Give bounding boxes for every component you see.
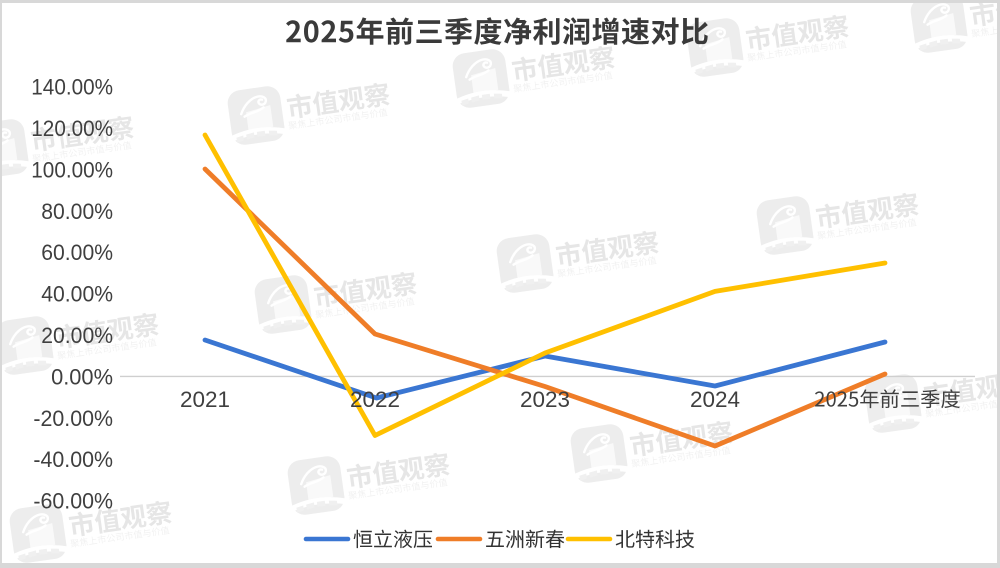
- svg-text:2021: 2021: [180, 387, 230, 412]
- svg-text:40.00%: 40.00%: [41, 282, 113, 307]
- svg-text:-60.00%: -60.00%: [33, 489, 113, 514]
- svg-text:2022: 2022: [350, 387, 400, 412]
- svg-text:2023: 2023: [520, 387, 570, 412]
- svg-text:-40.00%: -40.00%: [33, 447, 113, 472]
- svg-text:0.00%: 0.00%: [51, 364, 113, 389]
- svg-text:-20.00%: -20.00%: [33, 406, 113, 431]
- svg-text:120.00%: 120.00%: [31, 116, 113, 141]
- svg-text:60.00%: 60.00%: [41, 240, 113, 265]
- svg-text:140.00%: 140.00%: [31, 75, 113, 100]
- svg-text:100.00%: 100.00%: [31, 157, 113, 182]
- svg-text:80.00%: 80.00%: [41, 199, 113, 224]
- svg-text:20.00%: 20.00%: [41, 323, 113, 348]
- svg-text:2024: 2024: [690, 387, 740, 412]
